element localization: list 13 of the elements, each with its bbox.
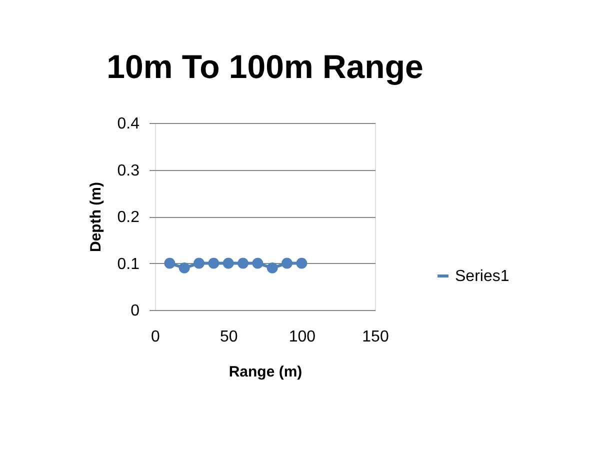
y-tick-label: 0 [130,302,140,320]
legend-label: Series1 [455,268,510,285]
x-tick-label: 100 [288,328,316,346]
chart-title: 10m To 100m Range [106,48,424,85]
x-tick-label: 150 [362,328,389,346]
y-tick-label: 0.1 [117,256,140,273]
y-tick-label: 0.4 [117,116,140,132]
x-axis-title: Range (m) [228,364,302,380]
y-axis-title: Depth (m) [87,182,104,252]
x-tick-label: 50 [220,328,238,346]
y-tick-label: 0.2 [117,209,140,226]
y-tick-label: 0.3 [117,162,140,180]
x-tick-label: 0 [151,328,160,346]
